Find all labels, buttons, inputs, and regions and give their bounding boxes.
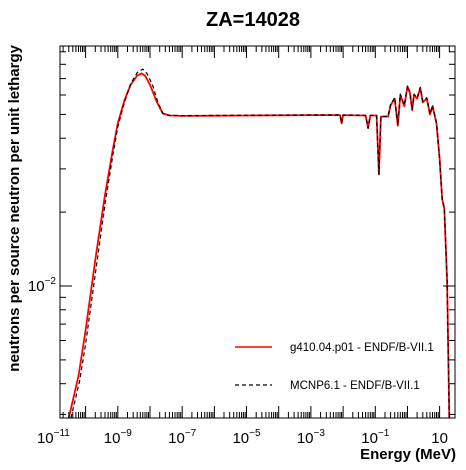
axis-ticks bbox=[60, 46, 456, 418]
legend-label-mcnp: MCNP6.1 - ENDF/B-VII.1 bbox=[290, 380, 420, 392]
plot-frame bbox=[59, 45, 456, 419]
legend-label-g410: g410.04.p01 - ENDF/B-VII.1 bbox=[290, 342, 434, 354]
chart-title: ZA=14028 bbox=[206, 9, 300, 31]
x-tick-label-4: 10−3 bbox=[297, 428, 326, 447]
y-axis-title: neutrons per source neutron per unit let… bbox=[6, 44, 23, 371]
legend: g410.04.p01 - ENDF/B-VII.1 MCNP6.1 - END… bbox=[235, 342, 434, 392]
tick-labels: 10−11 10−9 10−7 10−5 10−3 10−1 10 10−2 bbox=[28, 276, 448, 447]
x-tick-label-6: 10 bbox=[431, 430, 448, 447]
x-tick-label-2: 10−7 bbox=[168, 428, 197, 447]
x-tick-label-3: 10−5 bbox=[232, 428, 261, 447]
x-tick-label-0: 10−11 bbox=[37, 428, 70, 447]
x-tick-label-1: 10−9 bbox=[104, 428, 133, 447]
y-tick-label-0: 10−2 bbox=[28, 276, 57, 295]
series-line-1 bbox=[70, 68, 450, 419]
x-tick-label-5: 10−1 bbox=[361, 428, 390, 447]
series-line-0 bbox=[67, 72, 451, 419]
plot-series bbox=[67, 68, 451, 419]
x-axis-title: Energy (MeV) bbox=[360, 446, 456, 463]
